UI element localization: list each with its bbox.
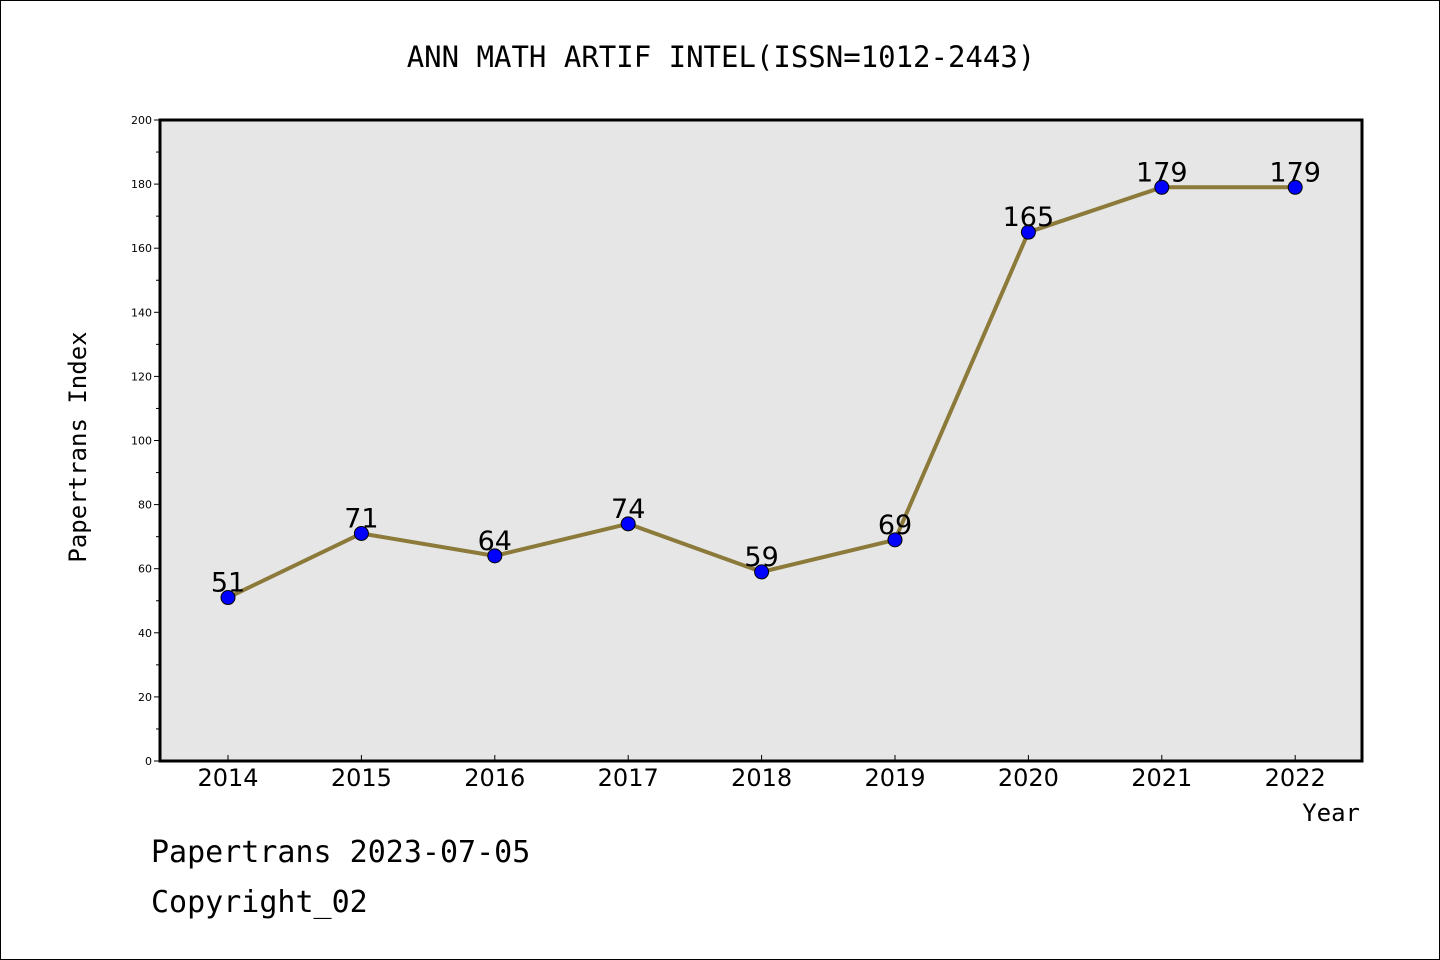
x-tick-label: 2022 (1265, 764, 1326, 792)
y-tick-label: 40 (138, 627, 152, 640)
y-tick-label: 200 (131, 114, 152, 127)
x-axis-label: Year (1302, 799, 1360, 827)
chart-title: ANN MATH ARTIF INTEL(ISSN=1012-2443) (407, 40, 1036, 74)
data-label: 51 (211, 568, 245, 599)
data-point (487, 548, 503, 564)
data-point (1020, 224, 1036, 240)
data-label: 69 (878, 510, 912, 541)
footer-copyright-text: Copyright_02 (151, 885, 368, 920)
data-label: 74 (611, 494, 645, 525)
data-label: 179 (1136, 157, 1188, 188)
data-point (220, 590, 236, 606)
y-tick-label: 100 (131, 435, 152, 448)
series-markers (220, 179, 1303, 606)
y-tick-label: 0 (145, 755, 152, 768)
data-point (620, 516, 636, 532)
y-tick-label: 160 (131, 242, 152, 255)
data-label: 165 (1003, 202, 1055, 233)
y-tick-label: 20 (138, 691, 152, 704)
y-tick-label: 180 (131, 178, 152, 191)
x-tick-label: 2017 (598, 764, 659, 792)
plot-area (158, 118, 1364, 763)
x-tick-label: 2020 (998, 764, 1059, 792)
x-tick-label: 2018 (731, 764, 792, 792)
y-tick-label: 60 (138, 563, 152, 576)
data-point (1154, 179, 1170, 195)
x-axis: 2014 2015 2016 2017 2018 2019 2020 2021 2022 (197, 755, 1326, 792)
data-point (887, 532, 903, 548)
y-tick-label: 80 (138, 499, 152, 512)
x-tick-label: 2016 (464, 764, 525, 792)
y-tick-label: 120 (131, 370, 152, 383)
data-point (1287, 179, 1303, 195)
y-axis: 0 20 40 60 80 100 120 140 160 180 200 (131, 114, 160, 768)
data-label: 71 (344, 503, 378, 534)
x-tick-label: 2015 (331, 764, 392, 792)
y-tick-label: 140 (131, 306, 152, 319)
footer-date-text: Papertrans 2023-07-05 (151, 835, 531, 870)
data-label: 179 (1269, 157, 1321, 188)
data-label: 64 (478, 526, 512, 557)
data-labels: 51 71 64 74 59 69 165 179 179 (211, 157, 1321, 598)
x-tick-label: 2021 (1131, 764, 1192, 792)
x-tick-label: 2014 (197, 764, 258, 792)
data-label: 59 (744, 542, 778, 573)
y-axis-label: Papertrans Index (64, 331, 92, 562)
data-point (754, 564, 770, 580)
data-point (353, 525, 369, 541)
x-tick-label: 2019 (864, 764, 925, 792)
